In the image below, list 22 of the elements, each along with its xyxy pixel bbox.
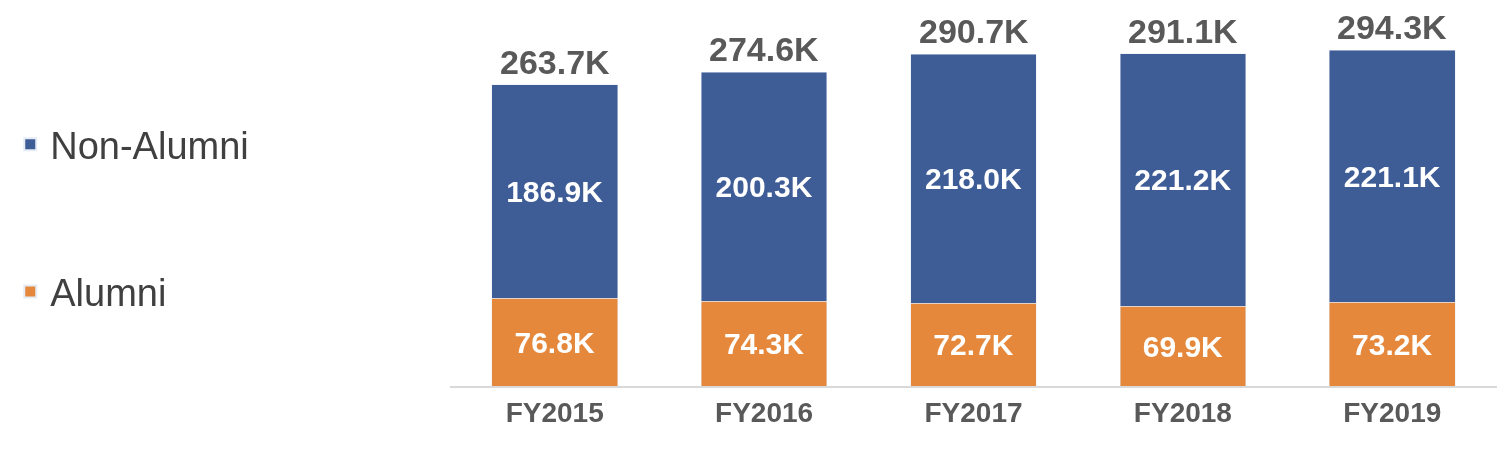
total-label: 291.1K [1128, 12, 1239, 50]
x-tick-label: FY2017 [924, 396, 1023, 428]
total-label: 263.7K [500, 43, 611, 81]
data-label: 69.9K [1142, 329, 1224, 363]
data-label: 74.3K [723, 327, 805, 361]
total-label: 290.7K [919, 12, 1030, 50]
data-label: 221.1K [1343, 159, 1441, 193]
legend-label: Alumni [50, 272, 167, 315]
legend-label: Non-Alumni [50, 125, 249, 168]
total-label: 274.6K [709, 30, 820, 68]
data-label: 200.3K [715, 170, 813, 204]
data-label: 221.2K [1134, 163, 1232, 197]
data-label: 73.2K [1352, 327, 1433, 361]
data-label: 218.0K [924, 162, 1023, 196]
data-label: 76.8K [514, 325, 595, 359]
x-tick-label: FY2015 [505, 396, 604, 428]
data-label: 72.7K [933, 328, 1014, 361]
x-tick-label: FY2018 [1133, 396, 1232, 428]
x-tick-label: FY2016 [715, 396, 814, 428]
x-tick-label: FY2019 [1343, 396, 1442, 428]
total-label: 294.3K [1337, 8, 1448, 46]
data-label: 186.9K [506, 175, 604, 209]
